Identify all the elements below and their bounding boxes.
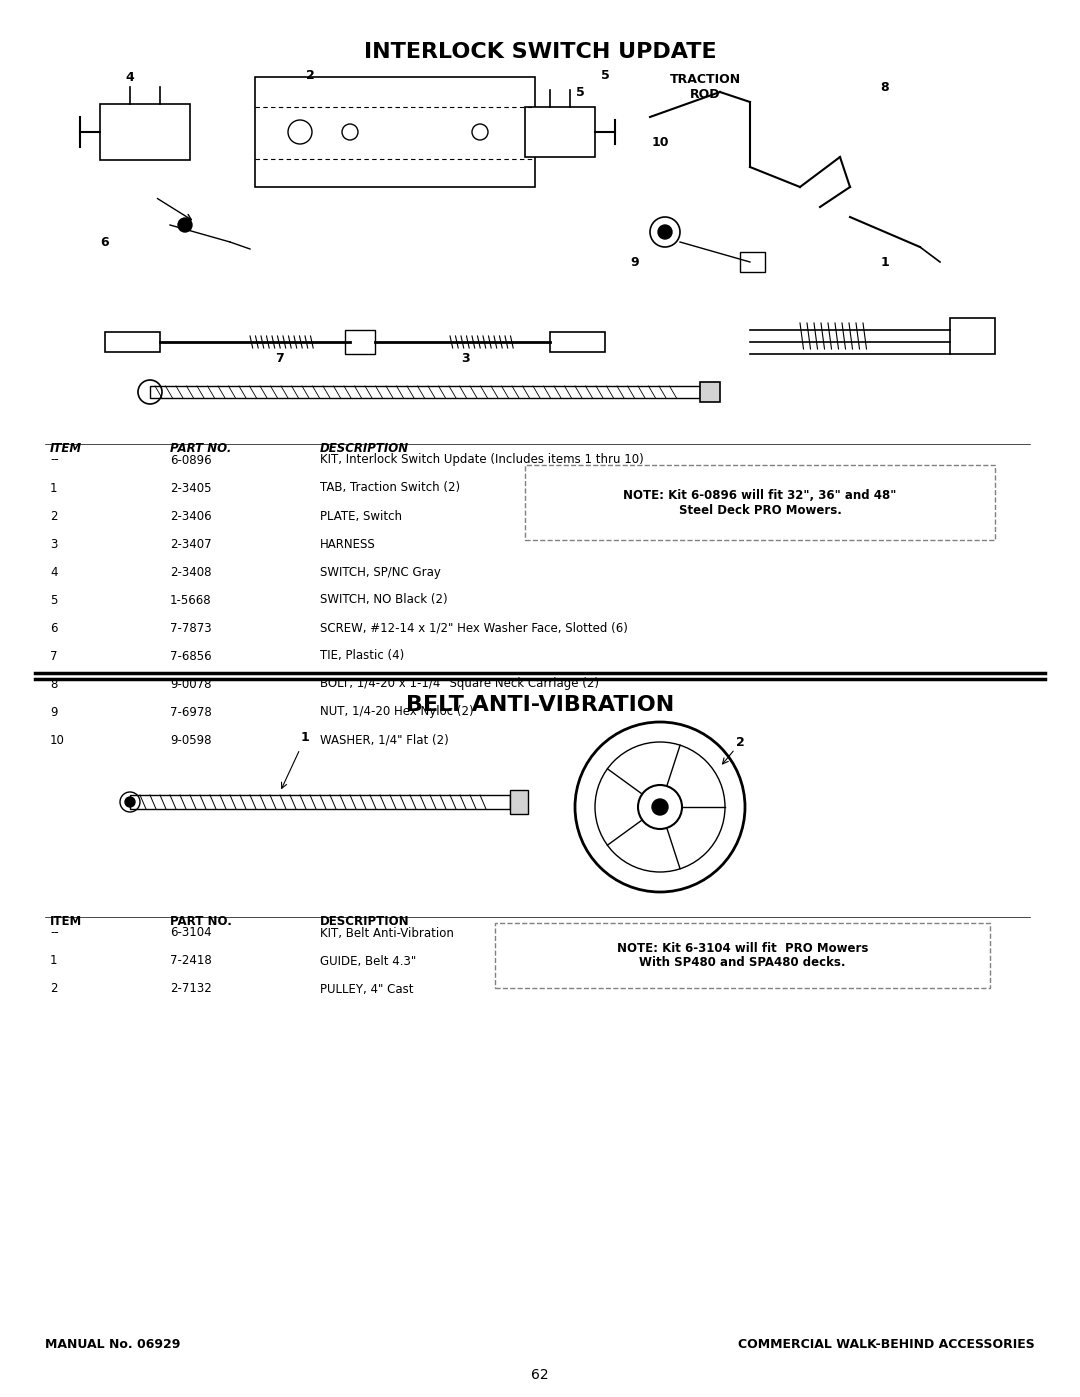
Text: 9-0598: 9-0598 <box>170 733 212 746</box>
Text: 9: 9 <box>631 256 639 268</box>
Text: NOTE: Kit 6-0896 will fit 32", 36" and 48"
Steel Deck PRO Mowers.: NOTE: Kit 6-0896 will fit 32", 36" and 4… <box>623 489 896 517</box>
Bar <box>255 77 535 187</box>
Text: PLATE, Switch: PLATE, Switch <box>320 510 402 522</box>
Text: SWITCH, NO Black (2): SWITCH, NO Black (2) <box>320 594 447 606</box>
Text: DESCRIPTION: DESCRIPTION <box>320 915 409 928</box>
Text: 6: 6 <box>100 236 109 249</box>
Circle shape <box>652 799 669 814</box>
Text: ITEM: ITEM <box>50 915 82 928</box>
Bar <box>950 319 995 353</box>
Text: INTERLOCK SWITCH UPDATE: INTERLOCK SWITCH UPDATE <box>364 42 716 61</box>
Bar <box>100 103 190 161</box>
Text: 8: 8 <box>50 678 57 690</box>
Text: 2-7132: 2-7132 <box>170 982 212 996</box>
Text: NOTE: Kit 6-3104 will fit  PRO Mowers
With SP480 and SPA480 decks.: NOTE: Kit 6-3104 will fit PRO Mowers Wit… <box>617 942 868 970</box>
Text: 2: 2 <box>306 68 314 81</box>
Text: MANUAL No. 06929: MANUAL No. 06929 <box>45 1338 180 1351</box>
Text: 7-7873: 7-7873 <box>170 622 212 634</box>
Text: SCREW, #12-14 x 1/2" Hex Washer Face, Slotted (6): SCREW, #12-14 x 1/2" Hex Washer Face, Sl… <box>320 622 627 634</box>
Text: 2-3406: 2-3406 <box>170 510 212 522</box>
Text: 62: 62 <box>531 1368 549 1382</box>
Text: HARNESS: HARNESS <box>320 538 376 550</box>
Text: 1-5668: 1-5668 <box>170 594 212 606</box>
Text: 7-2418: 7-2418 <box>170 954 212 968</box>
Text: 2: 2 <box>735 735 744 749</box>
Text: --: -- <box>50 926 58 940</box>
Bar <box>550 332 605 352</box>
Text: 4: 4 <box>50 566 57 578</box>
Text: 7-6978: 7-6978 <box>170 705 212 718</box>
Text: COMMERCIAL WALK-BEHIND ACCESSORIES: COMMERCIAL WALK-BEHIND ACCESSORIES <box>739 1338 1035 1351</box>
Text: BOLT, 1/4-20 x 1-1/4" Square Neck Carriage (2): BOLT, 1/4-20 x 1-1/4" Square Neck Carria… <box>320 678 599 690</box>
Text: 5: 5 <box>50 594 57 606</box>
Text: PULLEY, 4" Cast: PULLEY, 4" Cast <box>320 982 414 996</box>
Text: 8: 8 <box>880 81 889 94</box>
Bar <box>525 108 595 156</box>
Text: 2: 2 <box>50 510 57 522</box>
Bar <box>130 795 510 809</box>
Text: 1: 1 <box>50 954 57 968</box>
Text: BELT ANTI-VIBRATION: BELT ANTI-VIBRATION <box>406 694 674 715</box>
Bar <box>105 332 160 352</box>
Bar <box>510 789 528 814</box>
Bar <box>150 386 700 398</box>
Text: 2-3405: 2-3405 <box>170 482 212 495</box>
FancyBboxPatch shape <box>525 465 995 541</box>
Text: 6: 6 <box>50 622 57 634</box>
Bar <box>740 251 765 272</box>
Text: NUT, 1/4-20 Hex Nyloc (2): NUT, 1/4-20 Hex Nyloc (2) <box>320 705 474 718</box>
Text: PART NO.: PART NO. <box>170 441 231 455</box>
Text: 1: 1 <box>300 731 309 743</box>
Text: 6-0896: 6-0896 <box>170 454 212 467</box>
Text: PART NO.: PART NO. <box>170 915 232 928</box>
Circle shape <box>178 218 192 232</box>
Text: KIT, Interlock Switch Update (Includes items 1 thru 10): KIT, Interlock Switch Update (Includes i… <box>320 454 644 467</box>
Text: GUIDE, Belt 4.3": GUIDE, Belt 4.3" <box>320 954 416 968</box>
Text: SWITCH, SP/NC Gray: SWITCH, SP/NC Gray <box>320 566 441 578</box>
Text: TIE, Plastic (4): TIE, Plastic (4) <box>320 650 404 662</box>
Text: 9-0078: 9-0078 <box>170 678 212 690</box>
Text: 5: 5 <box>600 68 609 81</box>
Bar <box>700 381 720 402</box>
Text: 4: 4 <box>125 70 134 84</box>
Text: DESCRIPTION: DESCRIPTION <box>320 441 409 455</box>
Text: 2: 2 <box>50 982 57 996</box>
Circle shape <box>125 798 135 807</box>
Text: TRACTION
ROD: TRACTION ROD <box>670 73 741 101</box>
Text: 2-3407: 2-3407 <box>170 538 212 550</box>
Text: 5: 5 <box>576 85 584 99</box>
Bar <box>345 330 375 353</box>
FancyBboxPatch shape <box>495 923 990 988</box>
Text: 9: 9 <box>50 705 57 718</box>
Text: WASHER, 1/4" Flat (2): WASHER, 1/4" Flat (2) <box>320 733 449 746</box>
Text: 3: 3 <box>461 352 470 366</box>
Circle shape <box>658 225 672 239</box>
Text: 6-3104: 6-3104 <box>170 926 212 940</box>
Text: 10: 10 <box>50 733 65 746</box>
Text: --: -- <box>50 454 58 467</box>
Text: TAB, Traction Switch (2): TAB, Traction Switch (2) <box>320 482 460 495</box>
Text: 7-6856: 7-6856 <box>170 650 212 662</box>
Text: 1: 1 <box>880 256 889 268</box>
Text: 2-3408: 2-3408 <box>170 566 212 578</box>
Text: 10: 10 <box>651 136 669 148</box>
Text: 7: 7 <box>50 650 57 662</box>
Text: 1: 1 <box>50 482 57 495</box>
Text: ITEM: ITEM <box>50 441 82 455</box>
Text: 7: 7 <box>275 352 284 366</box>
Text: 3: 3 <box>50 538 57 550</box>
Text: KIT, Belt Anti-Vibration: KIT, Belt Anti-Vibration <box>320 926 454 940</box>
